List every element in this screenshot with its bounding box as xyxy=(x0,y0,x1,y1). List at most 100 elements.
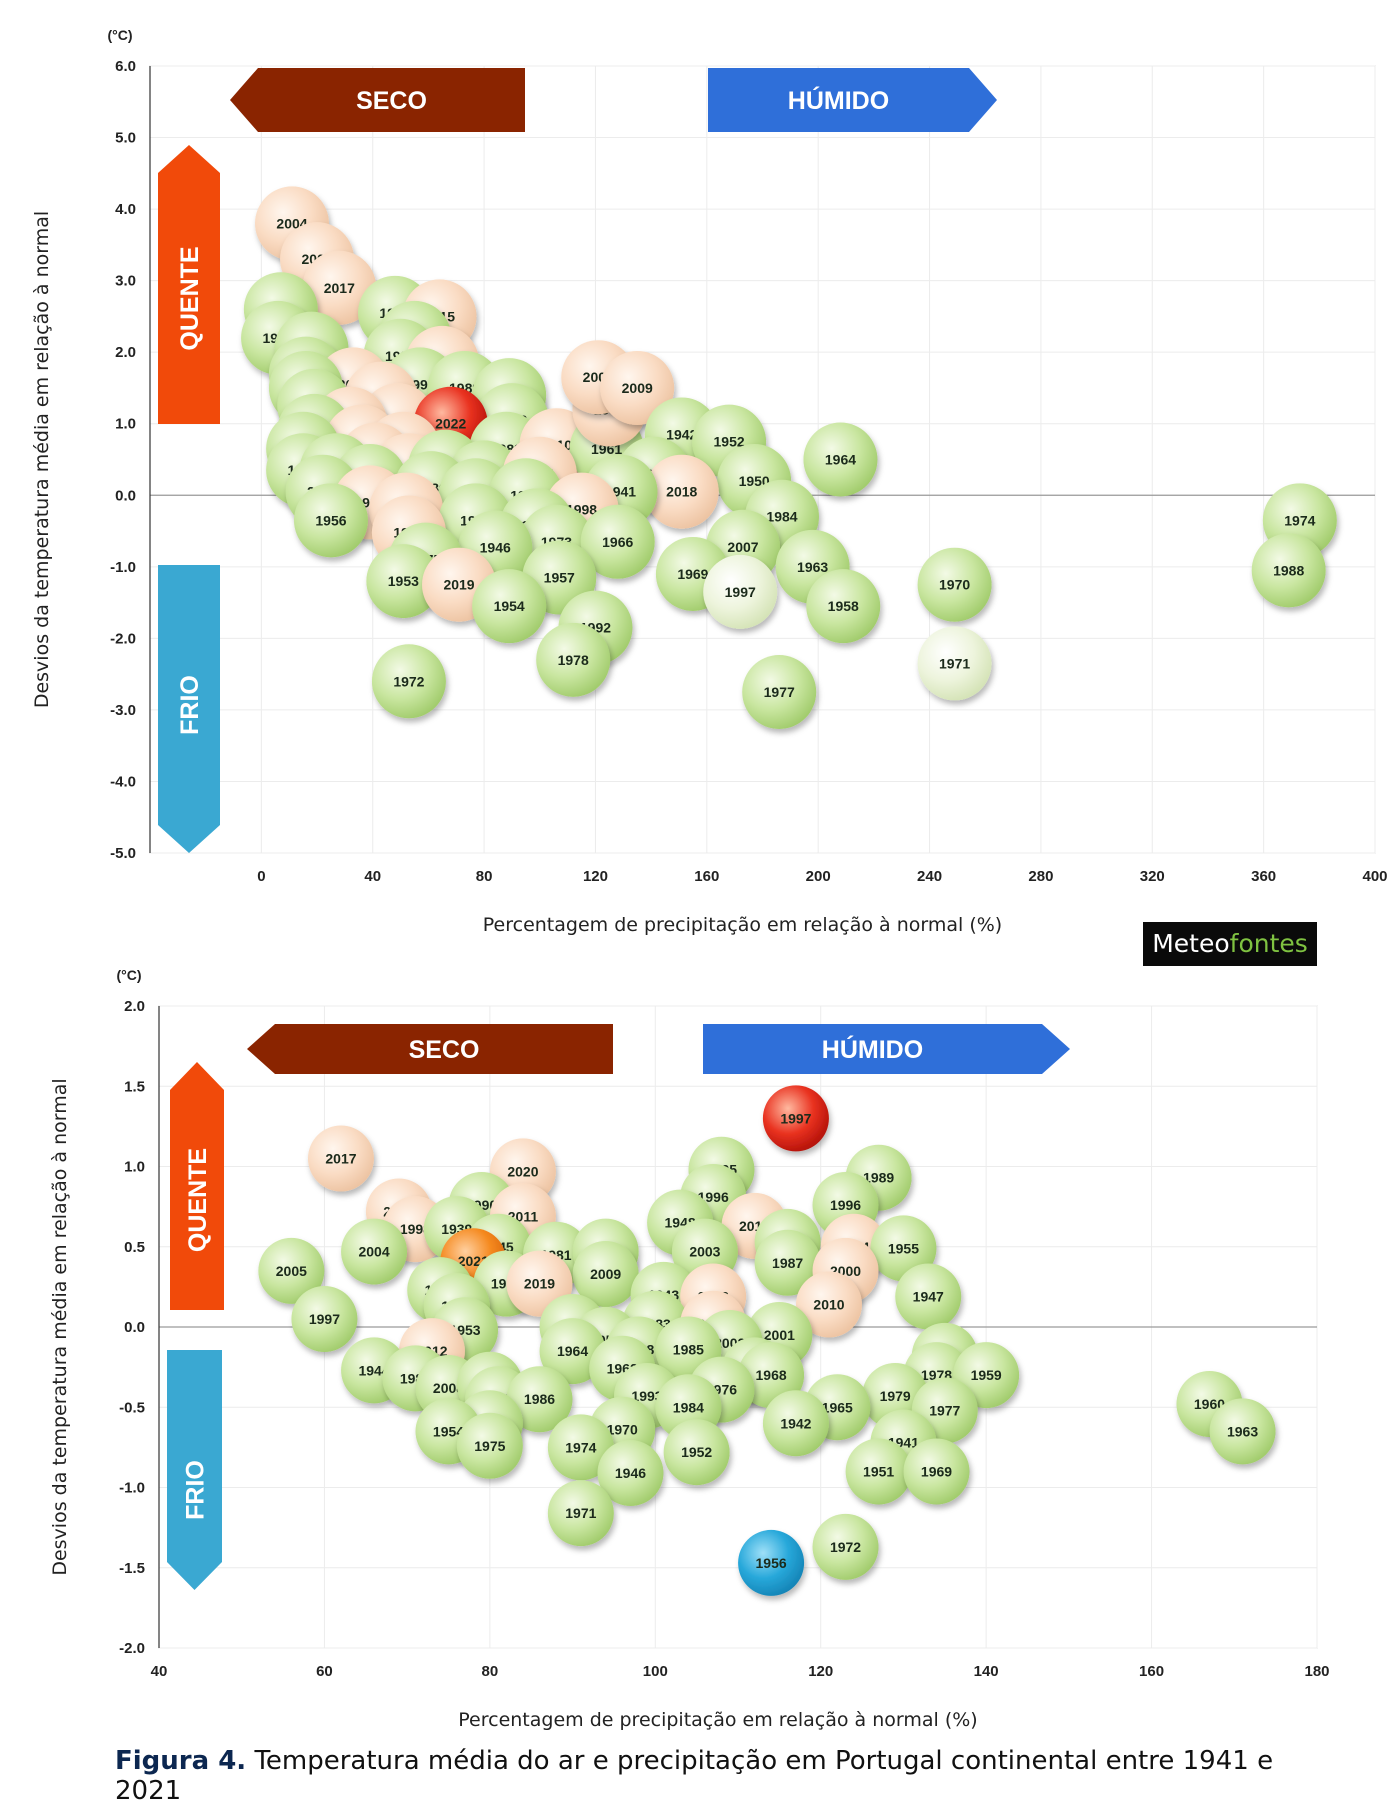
x-tick-label: 320 xyxy=(1140,868,1165,885)
point-label: 1996 xyxy=(830,1197,861,1213)
point-label: 1998 xyxy=(400,1221,431,1237)
point-label: 1946 xyxy=(480,540,511,556)
frio-label: FRIO xyxy=(176,675,204,735)
point-label: 1997 xyxy=(780,1110,811,1126)
y-tick-label: 2.0 xyxy=(115,344,136,361)
point-label: 1978 xyxy=(558,652,589,668)
x-tick-label: 160 xyxy=(1139,1663,1164,1680)
logo-accent: fontes xyxy=(1229,929,1308,958)
point-label: 2019 xyxy=(524,1276,555,1292)
caption-text: Temperatura média do ar e precipitação e… xyxy=(115,1746,1274,1806)
point-label: 1954 xyxy=(433,1423,464,1439)
point-label: 1964 xyxy=(825,452,856,468)
point-label: 1946 xyxy=(615,1465,646,1481)
data-point xyxy=(762,1085,829,1152)
point-label: 2007 xyxy=(727,539,758,555)
point-label: 1993 xyxy=(631,1388,662,1404)
x-tick-label: 80 xyxy=(482,1663,499,1680)
y-tick-label: 2.0 xyxy=(124,998,145,1015)
humido-label: HÚMIDO xyxy=(822,1034,923,1064)
point-label: 1969 xyxy=(677,566,708,582)
point-label: 1959 xyxy=(971,1367,1002,1383)
y-tick-label: -1.5 xyxy=(119,1560,145,1577)
y-tick-label: -2.0 xyxy=(110,630,136,647)
point-label: 1958 xyxy=(828,598,859,614)
figure-caption: Figura 4. Temperatura média do ar e prec… xyxy=(115,1746,1315,1806)
x-tick-label: 100 xyxy=(643,1663,668,1680)
x-tick-label: 160 xyxy=(694,868,719,885)
x-tick-label: 120 xyxy=(583,868,608,885)
point-label: 1963 xyxy=(1227,1423,1258,1439)
y-tick-label: -1.0 xyxy=(119,1480,145,1497)
data-point xyxy=(600,350,675,425)
point-label: 2017 xyxy=(324,280,355,296)
y-tick-label: -5.0 xyxy=(110,845,136,862)
x-tick-label: 40 xyxy=(151,1663,168,1680)
x-tick-label: 80 xyxy=(476,868,493,885)
data-point xyxy=(917,547,992,622)
point-label: 2010 xyxy=(813,1297,844,1313)
data-point xyxy=(472,569,547,644)
data-point xyxy=(742,655,817,730)
data-point xyxy=(754,1229,821,1296)
point-label: 1957 xyxy=(544,570,575,586)
point-label: 2004 xyxy=(358,1244,389,1260)
point-label: 1942 xyxy=(666,426,697,442)
point-label: 1952 xyxy=(714,434,745,450)
point-label: 2001 xyxy=(764,1327,795,1343)
point-label: 2022 xyxy=(435,416,466,432)
point-label: 2005 xyxy=(276,1263,307,1279)
point-label: 2003 xyxy=(689,1244,720,1260)
data-point xyxy=(663,1419,730,1486)
point-label: 1963 xyxy=(797,559,828,575)
point-label: 1984 xyxy=(673,1399,704,1415)
y-tick-label: 1.5 xyxy=(124,1078,145,1095)
y-axis-title: Desvios da temperatura média em relação … xyxy=(49,1078,71,1575)
data-point xyxy=(1209,1398,1276,1465)
point-label: 2020 xyxy=(507,1163,538,1179)
data-point xyxy=(917,626,992,701)
point-label: 1971 xyxy=(939,655,970,671)
data-point xyxy=(258,1237,325,1304)
data-point xyxy=(812,1513,879,1580)
x-tick-label: 0 xyxy=(257,868,265,885)
point-label: 1979 xyxy=(880,1388,911,1404)
point-label: 1953 xyxy=(388,573,419,589)
frio-arrow xyxy=(167,1350,222,1590)
x-tick-label: 60 xyxy=(316,1663,333,1680)
data-point xyxy=(456,1412,523,1479)
point-label: 1970 xyxy=(939,577,970,593)
y-tick-label: 1.0 xyxy=(124,1159,145,1176)
y-tick-label: -4.0 xyxy=(110,773,136,790)
y-tick-label: -3.0 xyxy=(110,702,136,719)
humido-label: HÚMIDO xyxy=(788,85,889,115)
x-tick-label: 40 xyxy=(364,868,381,885)
point-label: 1951 xyxy=(863,1463,894,1479)
x-tick-label: 200 xyxy=(806,868,831,885)
point-label: 1997 xyxy=(725,584,756,600)
point-label: 1964 xyxy=(557,1343,588,1359)
data-point xyxy=(806,569,881,644)
point-label: 1975 xyxy=(474,1438,505,1454)
quente-arrow xyxy=(158,145,220,424)
point-label: 1954 xyxy=(494,598,525,614)
quente-label: QUENTE xyxy=(184,1148,212,1252)
y-tick-label: -2.0 xyxy=(119,1640,145,1657)
data-point xyxy=(795,1271,862,1338)
data-point xyxy=(506,1366,573,1433)
y-unit-label: (°C) xyxy=(116,967,141,983)
data-point xyxy=(572,1241,639,1308)
point-label: 1977 xyxy=(929,1402,960,1418)
data-point xyxy=(703,554,778,629)
point-label: 2008 xyxy=(433,1380,464,1396)
data-point xyxy=(644,454,719,529)
logo-prefix: Meteo xyxy=(1152,929,1230,958)
point-label: 1952 xyxy=(681,1444,712,1460)
x-axis-title: Percentagem de precipitação em relação à… xyxy=(458,1709,977,1731)
x-tick-label: 140 xyxy=(974,1663,999,1680)
point-label: 1956 xyxy=(756,1555,787,1571)
x-tick-label: 120 xyxy=(808,1663,833,1680)
point-label: 2009 xyxy=(622,380,653,396)
seco-label: SECO xyxy=(409,1036,480,1064)
point-label: 1969 xyxy=(921,1463,952,1479)
